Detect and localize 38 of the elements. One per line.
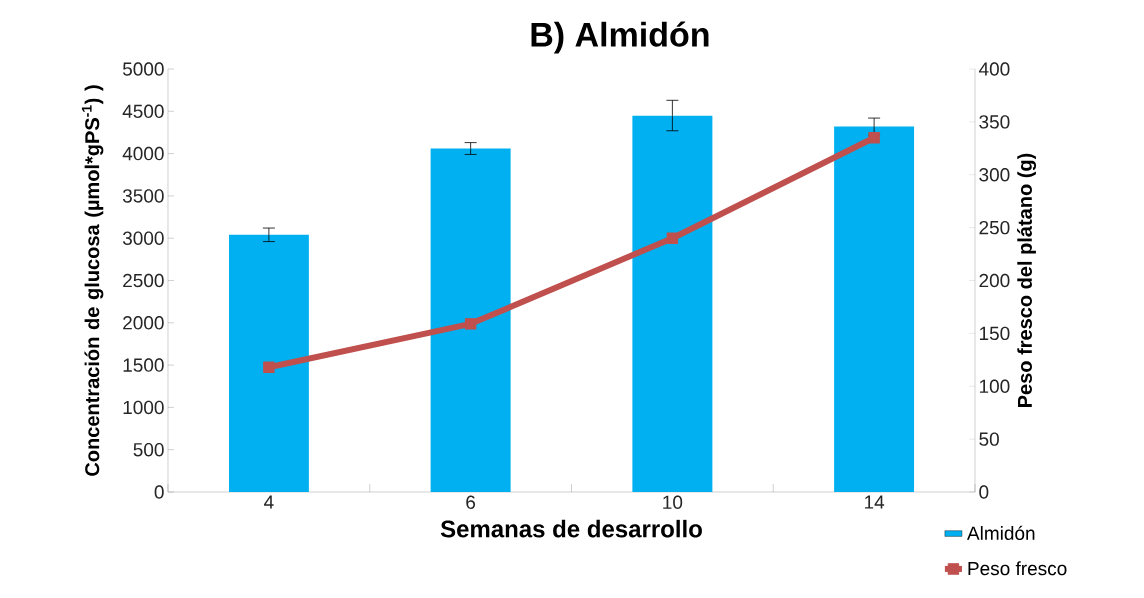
y-tick-label: 2000 <box>123 316 164 330</box>
legend-label: Peso fresco <box>968 561 1067 576</box>
y-tick-label: 500 <box>133 442 164 457</box>
y-tick-label: 3500 <box>122 189 164 203</box>
y2-tick-label: 50 <box>979 432 999 446</box>
y2-tick-label: 200 <box>979 273 1010 288</box>
y2-tick-label: 250 <box>979 220 1010 235</box>
chart-title: B) Almidón <box>531 21 709 54</box>
y-tick-label: 5000 <box>122 62 164 76</box>
point <box>263 361 275 373</box>
y-axis-title: Concentración de glucosa (µmol*gPS$^{-1}$) ) <box>81 85 104 476</box>
point <box>868 132 880 144</box>
y-tick-label: 0 <box>154 485 164 499</box>
y-tick-label: 4000 <box>122 146 164 161</box>
x-tick-label: 4 <box>264 495 274 509</box>
x-tick-label: 10 <box>663 495 683 509</box>
x-tick-label: 14 <box>865 495 885 509</box>
y2-tick-label: 150 <box>979 326 1010 341</box>
y2-tick-label: 0 <box>979 485 989 499</box>
y-tick-label: 1000 <box>123 400 164 415</box>
bar <box>632 115 713 492</box>
point <box>464 318 477 330</box>
point <box>666 232 679 244</box>
x-tick-label: 6 <box>466 495 476 509</box>
y-tick-label: 1500 <box>123 358 164 372</box>
y-tick-label: 3000 <box>122 231 164 245</box>
bar <box>834 126 915 492</box>
y2-tick-label: 300 <box>979 168 1010 182</box>
y2-tick-label: 100 <box>979 379 1010 393</box>
bar <box>228 234 309 492</box>
x-axis-title: Semanas de desarrollo <box>440 519 702 538</box>
bar <box>430 148 511 492</box>
y2-tick-label: 350 <box>979 115 1010 129</box>
y2-tick-label: 400 <box>978 62 1010 76</box>
y2-axis-title: Peso fresco del plátano (g) <box>1017 153 1037 407</box>
y-tick-label: 2500 <box>123 273 164 288</box>
legend-label: Almidón <box>966 525 1035 540</box>
y-tick-label: 4500 <box>122 104 164 119</box>
